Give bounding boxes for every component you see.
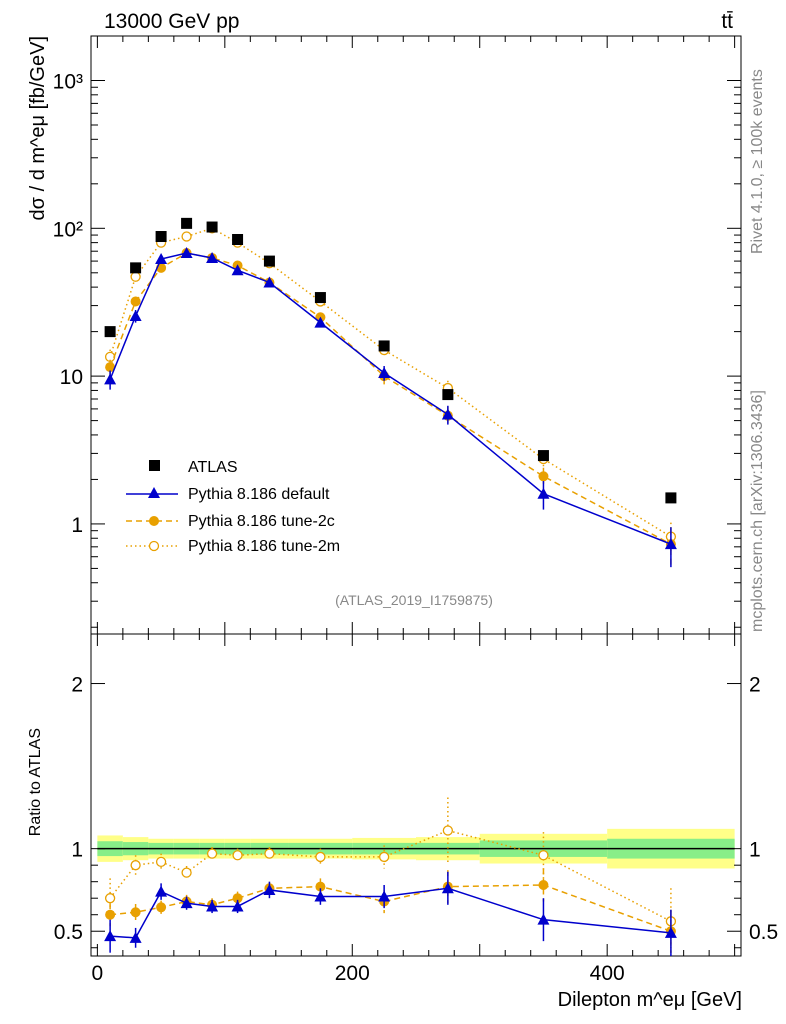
analysis-id-label: (ATLAS_2019_I1759875)	[335, 592, 493, 608]
main-point-tune2m	[130, 271, 141, 282]
ratio-point-default	[155, 885, 168, 897]
ratio-series-group	[104, 797, 677, 956]
main-point-tune2m	[181, 231, 192, 242]
rivet-version-label: Rivet 4.1.0, ≥ 100k events	[749, 69, 766, 254]
ratio-point-tune2m	[181, 867, 192, 878]
main-y-tick-label: 10³	[53, 70, 83, 93]
main-point-atlas	[263, 255, 275, 267]
main-point-atlas	[665, 492, 677, 504]
legend-tune2c-marker	[149, 516, 159, 526]
ratio-panel-frame	[90, 633, 742, 957]
main-point-default	[180, 247, 193, 259]
ratio-y-tick-label-right: 1	[749, 839, 761, 862]
main-point-default	[378, 366, 391, 378]
ratio-point-tune2m	[104, 893, 116, 904]
ratio-point-default	[537, 913, 550, 925]
ratio-point-default	[206, 900, 219, 912]
ratio-y-tick-label-right: 0.5	[749, 921, 778, 944]
x-tick-label: 200	[335, 962, 370, 985]
main-point-atlas	[378, 340, 390, 352]
ratio-line-default	[110, 887, 671, 939]
ratio-point-tune2c	[156, 902, 167, 913]
ratio-point-default	[129, 931, 142, 943]
ratio-y-tick-label: 0.5	[54, 921, 83, 944]
legend: ATLAS Pythia 8.186 default Pythia 8.186 …	[126, 459, 340, 555]
ratio-y-axis-label: Ratio to ATLAS	[27, 728, 44, 836]
ratio-y-tick-label-right: 2	[749, 674, 761, 697]
main-point-default	[263, 276, 276, 288]
main-point-default	[537, 487, 550, 499]
main-point-tune2c	[538, 471, 549, 482]
main-point-atlas	[314, 292, 326, 304]
ratio-point-tune2c	[538, 879, 549, 890]
main-point-atlas	[232, 233, 244, 245]
legend-atlas-marker	[149, 460, 160, 471]
x-axis-label: Dilepton m^eμ [GeV]	[558, 989, 742, 1011]
ratio-point-default	[378, 890, 391, 902]
main-point-atlas	[537, 450, 549, 462]
ratio-point-default	[180, 897, 193, 909]
x-tick-label: 400	[590, 962, 625, 985]
main-point-atlas	[155, 231, 167, 243]
ratio-axis-ticks: 0.5 0.5 1 1 2 2 0 200 400	[54, 634, 778, 985]
legend-tune2c-label: Pythia 8.186 tune-2c	[188, 513, 335, 530]
main-point-atlas	[206, 221, 218, 233]
main-line-tune2c	[109, 252, 672, 545]
main-point-default	[129, 310, 142, 322]
mcplots-label: mcplots.cern.ch [arXiv:1306.3436]	[749, 390, 766, 632]
ratio-point-tune2m	[206, 848, 218, 859]
energy-label: 13000 GeV pp	[104, 10, 239, 33]
ratio-point-default	[231, 900, 244, 912]
legend-tune2m-label: Pythia 8.186 tune-2m	[188, 538, 340, 555]
main-point-default	[231, 264, 244, 276]
legend-atlas-label: ATLAS	[188, 459, 238, 476]
ratio-point-tune2c	[105, 909, 116, 920]
ratio-point-tune2c	[315, 881, 326, 892]
main-point-atlas	[181, 217, 193, 229]
ratio-point-tune2m	[538, 850, 549, 861]
main-y-tick-label: 10	[60, 366, 83, 389]
main-y-axis-label: dσ / d m^eμ [fb/GeV]	[27, 36, 49, 220]
ratio-point-default	[314, 890, 327, 902]
ratio-y-tick-label: 2	[71, 674, 83, 697]
ratio-point-tune2c	[130, 907, 141, 918]
ratio-point-tune2m	[155, 856, 167, 868]
main-line-default	[109, 252, 672, 545]
ratio-point-tune2m	[442, 825, 454, 836]
legend-default-label: Pythia 8.186 default	[188, 486, 330, 503]
ratio-point-default	[664, 926, 677, 938]
x-tick-label: 0	[92, 962, 104, 985]
ratio-point-tune2m	[315, 851, 326, 863]
ratio-point-tune2c	[232, 893, 243, 904]
legend-tune2m-marker	[148, 540, 160, 552]
ratio-point-default	[104, 930, 117, 942]
main-point-atlas	[442, 389, 454, 401]
ratio-y-tick-label: 1	[71, 839, 83, 862]
main-series-group	[104, 217, 677, 568]
main-point-atlas	[130, 262, 142, 274]
ratio-line-tune2c	[110, 884, 672, 932]
ratio-point-tune2m	[130, 860, 141, 871]
ratio-point-tune2m	[232, 850, 243, 861]
process-label: tt̄	[721, 10, 733, 33]
ratio-point-default	[441, 882, 454, 894]
ratio-point-default	[263, 883, 276, 895]
main-y-tick-label: 1	[71, 514, 83, 537]
main-point-atlas	[104, 326, 116, 338]
main-point-tune2c	[130, 296, 141, 307]
main-point-default	[155, 252, 168, 264]
main-point-tune2c	[105, 362, 116, 373]
main-y-tick-label: 10²	[53, 218, 83, 241]
ratio-point-tune2m	[264, 848, 275, 859]
main-axis-ticks: 1 10 10² 10³	[53, 35, 741, 634]
legend-default-marker	[148, 487, 160, 498]
ratio-uncertainty-band	[97, 828, 735, 869]
main-point-default	[314, 316, 327, 328]
main-point-default	[664, 538, 677, 550]
main-point-default	[441, 408, 454, 420]
main-point-default	[104, 373, 117, 385]
ratio-point-tune2m	[378, 851, 390, 863]
main-point-default	[206, 251, 219, 263]
